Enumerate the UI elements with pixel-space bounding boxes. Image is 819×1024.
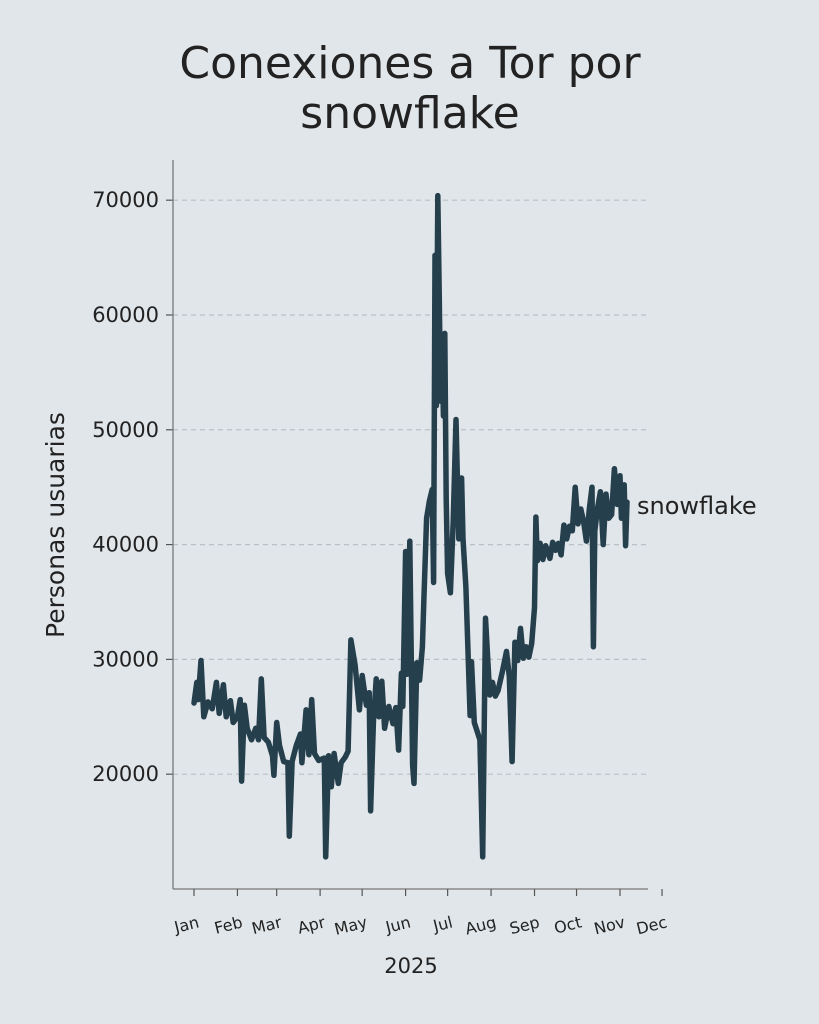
x-tick-label: Jul	[430, 912, 454, 935]
x-tick-label: Jan	[171, 912, 201, 937]
y-tick-label: 30000	[92, 647, 159, 671]
series-line-snowflake	[191, 192, 630, 860]
y-tick-label: 50000	[92, 418, 159, 442]
x-tick-label: Sep	[508, 912, 542, 938]
axes	[166, 160, 663, 896]
x-axis-label: 2025	[384, 954, 437, 978]
chart-title-line-1: Conexiones a Tor por	[179, 38, 641, 89]
x-tick-label: Mar	[250, 912, 284, 938]
y-tick-label: 70000	[92, 188, 159, 212]
x-tick-label: Oct	[552, 912, 583, 937]
x-tick-label: Nov	[592, 912, 627, 938]
y-tick-label: 20000	[92, 762, 159, 786]
chart-title-line-2: snowflake	[300, 88, 519, 139]
x-tick-label: Jun	[383, 912, 413, 937]
y-tick-label: 40000	[92, 533, 159, 557]
x-tick-label: Aug	[463, 912, 498, 938]
x-tick-label: Feb	[212, 912, 244, 937]
y-tick-labels: 20000 30000 40000 50000 60000 70000	[92, 188, 159, 786]
series-lines	[191, 192, 630, 860]
x-tick-labels: Jan Feb Mar Apr May Jun Jul Aug Sep Oct Nov Dec	[171, 912, 669, 939]
x-tick-label: Dec	[634, 912, 669, 938]
x-tick-label: Apr	[296, 912, 328, 937]
y-tick-label: 60000	[92, 303, 159, 327]
x-tick-label: May	[332, 912, 369, 938]
series-label-snowflake: snowflake	[637, 492, 757, 520]
y-axis-label: Personas usuarias	[41, 412, 70, 638]
